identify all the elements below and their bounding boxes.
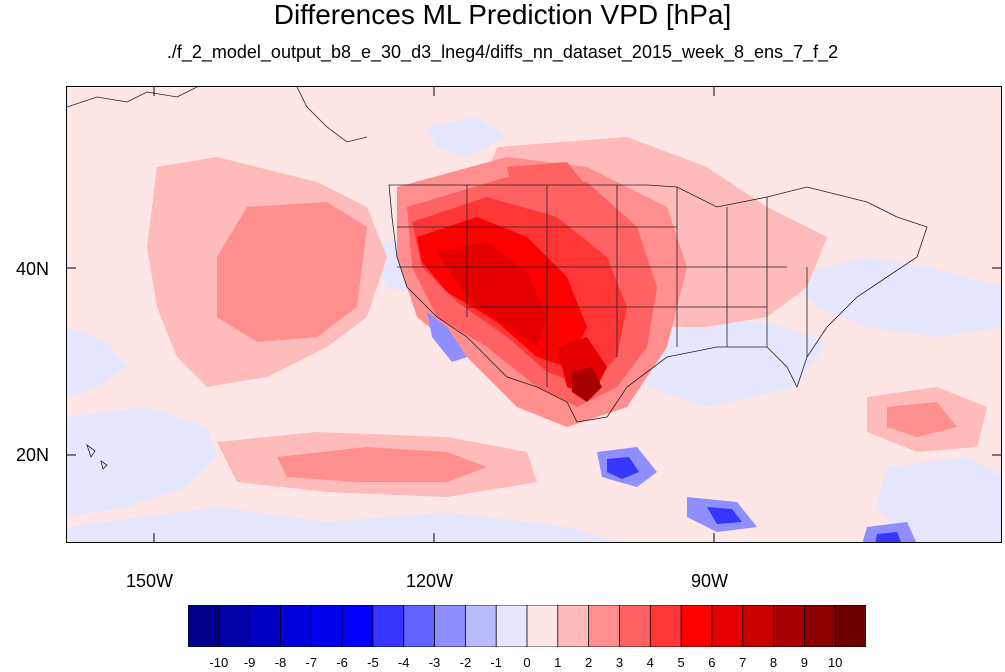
colorbar-label: 8 (769, 655, 778, 670)
colorbar-swatch (526, 605, 559, 647)
lon-label-150w: 150W (126, 571, 174, 591)
colorbar-label: -6 (336, 655, 348, 670)
colorbar-label: 10 (827, 655, 843, 670)
colorbar-swatch (464, 605, 497, 647)
colorbar-label: 6 (708, 655, 716, 670)
colorbar-label: 1 (554, 655, 562, 670)
colorbar-label: 7 (739, 655, 747, 670)
plot-title: Differences ML Prediction VPD [hPa] (273, 0, 732, 30)
colorbar-swatch (218, 605, 251, 647)
colorbar-label: -5 (367, 655, 379, 670)
lat-label-40n: 40N (16, 259, 50, 279)
colorbar-swatch (773, 605, 806, 647)
colorbar-swatch (619, 605, 651, 647)
colorbar-label: -7 (305, 655, 318, 670)
colorbar-swatch (280, 605, 312, 647)
map-panel (66, 86, 1002, 543)
colorbar-swatch (434, 605, 467, 647)
colorbar-swatch (557, 605, 590, 647)
colorbar-label: -1 (490, 655, 502, 670)
colorbar-label: 0 (523, 655, 531, 670)
colorbar-swatch (495, 605, 528, 647)
colorbar-swatch (649, 605, 682, 647)
colorbar-label: 9 (800, 655, 808, 670)
colorbar-label: -10 (209, 655, 229, 670)
lon-label-120w: 120W (406, 571, 454, 591)
colorbar-label: 4 (646, 655, 654, 670)
colorbar-label: -8 (274, 655, 287, 670)
plot-subtitle: ./f_2_model_output_b8_e_30_d3_lneg4/diff… (166, 42, 839, 62)
colorbar-swatch (341, 605, 374, 647)
lat-label-20n: 20N (16, 445, 50, 465)
colorbar-swatch (310, 605, 343, 647)
colorbar-label: 2 (584, 655, 593, 670)
colorbar-swatch (742, 605, 775, 647)
colorbar-swatch (588, 605, 621, 647)
colorbar-label: -2 (459, 655, 472, 670)
difference-field (67, 87, 1001, 542)
colorbar-swatch (249, 605, 282, 647)
colorbar-label: 5 (677, 655, 685, 670)
colorbar-label: -3 (428, 655, 441, 670)
colorbar-swatch (711, 605, 744, 647)
colorbar-label: -9 (243, 655, 256, 670)
colorbar-swatch (372, 605, 405, 647)
colorbar-swatch (803, 605, 836, 647)
colorbar-swatch (403, 605, 436, 647)
colorbar-label: -4 (397, 655, 410, 670)
colorbar (188, 605, 866, 647)
colorbar-swatch (834, 605, 866, 647)
colorbar-label: 3 (615, 655, 624, 670)
lon-label-90w: 90W (691, 571, 729, 591)
colorbar-swatch (680, 605, 713, 647)
colorbar-swatch (188, 605, 220, 647)
